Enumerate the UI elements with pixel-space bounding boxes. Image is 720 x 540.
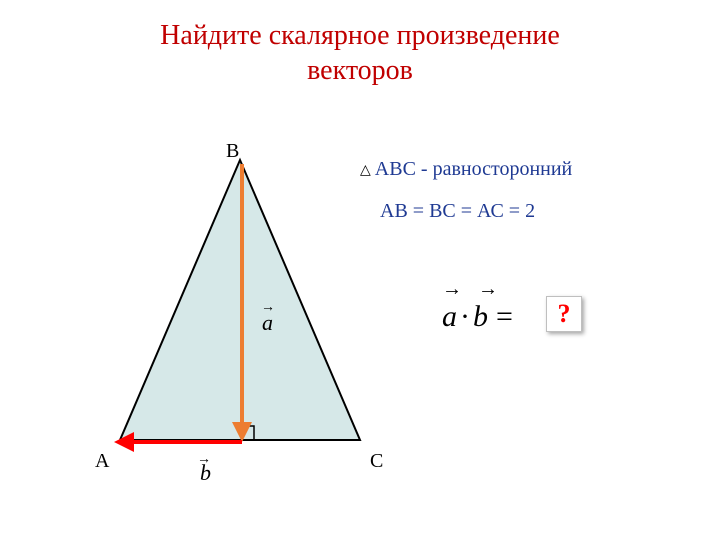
- triangle-figure: [60, 140, 400, 480]
- title-line1: Найдите скалярное произведение: [160, 20, 560, 51]
- formula-a-arrow-icon: →: [442, 278, 460, 301]
- formula-b-arrow-icon: →: [478, 278, 496, 301]
- answer-placeholder: ?: [546, 296, 582, 332]
- formula-b: b: [473, 300, 488, 333]
- formula-a: a: [442, 300, 457, 333]
- vector-a-label: a: [262, 310, 273, 336]
- vertex-label-a: A: [95, 450, 109, 473]
- condition-sides: АВ = ВС = АС = 2: [380, 200, 535, 223]
- title-line2: векторов: [307, 55, 413, 86]
- vertex-label-b: B: [226, 140, 239, 163]
- page-title: Найдите скалярное произведение векторов: [0, 18, 720, 88]
- condition-triangle-text: АВС - равносторонний: [375, 158, 572, 180]
- vertex-label-c: C: [370, 450, 383, 473]
- equals-sign: =: [488, 300, 519, 333]
- dot-icon: ·: [457, 300, 473, 333]
- vector-b-label: b: [200, 460, 211, 486]
- dot-product-formula: a·b=: [442, 300, 519, 334]
